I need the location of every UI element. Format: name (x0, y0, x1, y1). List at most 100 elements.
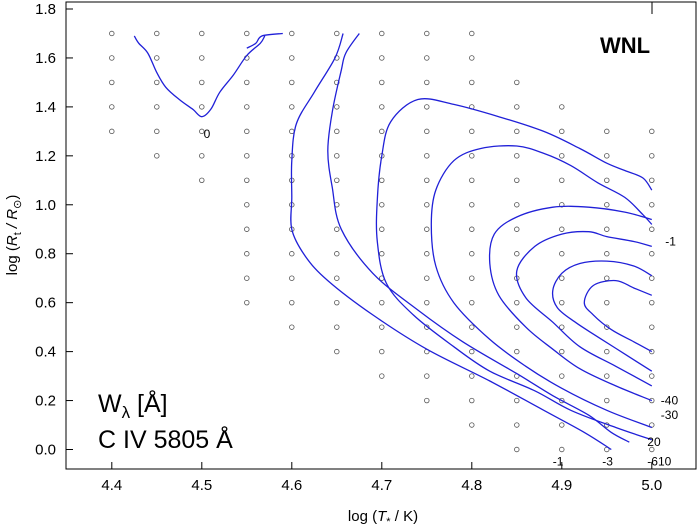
grid-point-marker (649, 251, 655, 257)
grid-point-marker (469, 397, 475, 404)
grid-point-marker (649, 153, 655, 159)
grid-point-marker (379, 226, 385, 232)
grid-point-marker (604, 128, 610, 135)
y-axis-title: log (Rt / R⊙) (4, 195, 24, 276)
grid-point-marker (604, 275, 610, 281)
grid-point-marker (649, 324, 655, 330)
grid-point-marker (424, 299, 430, 306)
grid-point-marker (199, 153, 205, 159)
grid-point-marker (244, 275, 250, 281)
grid-point-marker (154, 153, 160, 159)
grid-point-marker (604, 348, 610, 355)
grid-point-marker (199, 177, 205, 184)
grid-point-marker (289, 251, 295, 257)
grid-point-marker (289, 104, 295, 110)
grid-point-marker (334, 79, 340, 86)
grid-point-marker (379, 177, 385, 184)
grid-point-marker (289, 55, 295, 61)
grid-point-marker (514, 251, 520, 257)
contour-label: -40 (661, 394, 679, 408)
grid-point-marker (649, 128, 655, 135)
grid-point-marker (514, 177, 520, 184)
x-tick-label: 4.6 (281, 477, 302, 494)
grid-point-marker (604, 397, 610, 404)
grid-point-marker (649, 397, 655, 404)
plot-frame (65, 1, 697, 470)
annotation-line: C IV 5805 Å (98, 424, 233, 454)
grid-point-marker (559, 128, 565, 135)
contour-label: -1 (665, 234, 676, 248)
grid-point-marker (244, 299, 250, 306)
grid-point-marker (469, 202, 475, 208)
grid-point-marker (514, 299, 520, 306)
grid-point-marker (469, 422, 475, 428)
grid-point-marker (109, 128, 115, 135)
y-tick-label: 0.8 (35, 246, 56, 263)
grid-point-marker (469, 251, 475, 257)
grid-point-marker (334, 324, 340, 330)
grid-point-marker (604, 373, 610, 379)
grid-point-marker (244, 251, 250, 257)
grid-point-marker (379, 324, 385, 330)
grid-point-marker (559, 348, 565, 355)
grid-point-marker (109, 79, 115, 86)
grid-point-marker (469, 55, 475, 61)
grid-point-marker (289, 299, 295, 306)
contour-line (327, 33, 630, 443)
grid-point-marker (604, 177, 610, 184)
grid-point-marker (514, 397, 520, 404)
grid-point-marker (244, 128, 250, 135)
grid-point-marker (334, 128, 340, 135)
grid-point-marker (424, 251, 430, 257)
grid-point-marker (379, 128, 385, 135)
y-axis: 0.0 0.2 0.4 0.6 0.8 1.0 1.2 1.4 1.6 1.8 (35, 1, 73, 459)
annotation-equivalent-width: Wλ [Å] (98, 388, 168, 422)
grid-point-marker (649, 299, 655, 306)
y-tick-label: 0.6 (35, 295, 56, 312)
grid-point-marker (424, 153, 430, 159)
grid-point-marker (154, 30, 160, 37)
grid-point-marker (199, 104, 205, 110)
grid-point-marker (424, 128, 430, 135)
grid-point-marker (514, 79, 520, 86)
grid-point-marker (379, 348, 385, 355)
contour-line (430, 145, 653, 429)
grid-point-marker (379, 104, 385, 110)
grid-point-marker (559, 422, 565, 428)
contour-line (583, 279, 653, 353)
grid-point-marker (559, 153, 565, 159)
grid-point-marker (514, 422, 520, 428)
x-tick-label: 5.0 (641, 477, 662, 494)
grid-point-marker (334, 153, 340, 159)
grid-point-marker (379, 30, 385, 37)
grid-point-marker (514, 202, 520, 208)
grid-point-marker (469, 299, 475, 306)
y-tick-label: 1.0 (35, 197, 56, 214)
grid-point-marker (469, 153, 475, 159)
grid-point-marker (469, 177, 475, 184)
contour-label: -30 (661, 408, 679, 422)
contour-line (290, 33, 612, 451)
grid-point-marker (559, 373, 565, 379)
grid-point-marker (469, 275, 475, 281)
grid-point-marker (424, 226, 430, 232)
grid-point-marker (244, 177, 250, 184)
grid-point-marker (424, 30, 430, 37)
contour-lines (133, 32, 653, 451)
grid-point-marker (469, 30, 475, 37)
y-tick-label: 0.0 (35, 442, 56, 459)
grid-point-marker (244, 153, 250, 159)
grid-point-marker (154, 104, 160, 110)
grid-point-marker (469, 348, 475, 355)
x-tick-label: 4.7 (371, 477, 392, 494)
grid-point-marker (514, 348, 520, 355)
contour-line (515, 230, 653, 387)
grid-point-marker (649, 177, 655, 184)
grid-point-marker (289, 128, 295, 135)
y-tick-label: 1.4 (35, 99, 56, 116)
grid-point-marker (424, 373, 430, 379)
grid-point-marker (154, 55, 160, 61)
contour-line (133, 35, 266, 118)
grid-point-marker (469, 373, 475, 379)
grid-point-marker (559, 251, 565, 257)
